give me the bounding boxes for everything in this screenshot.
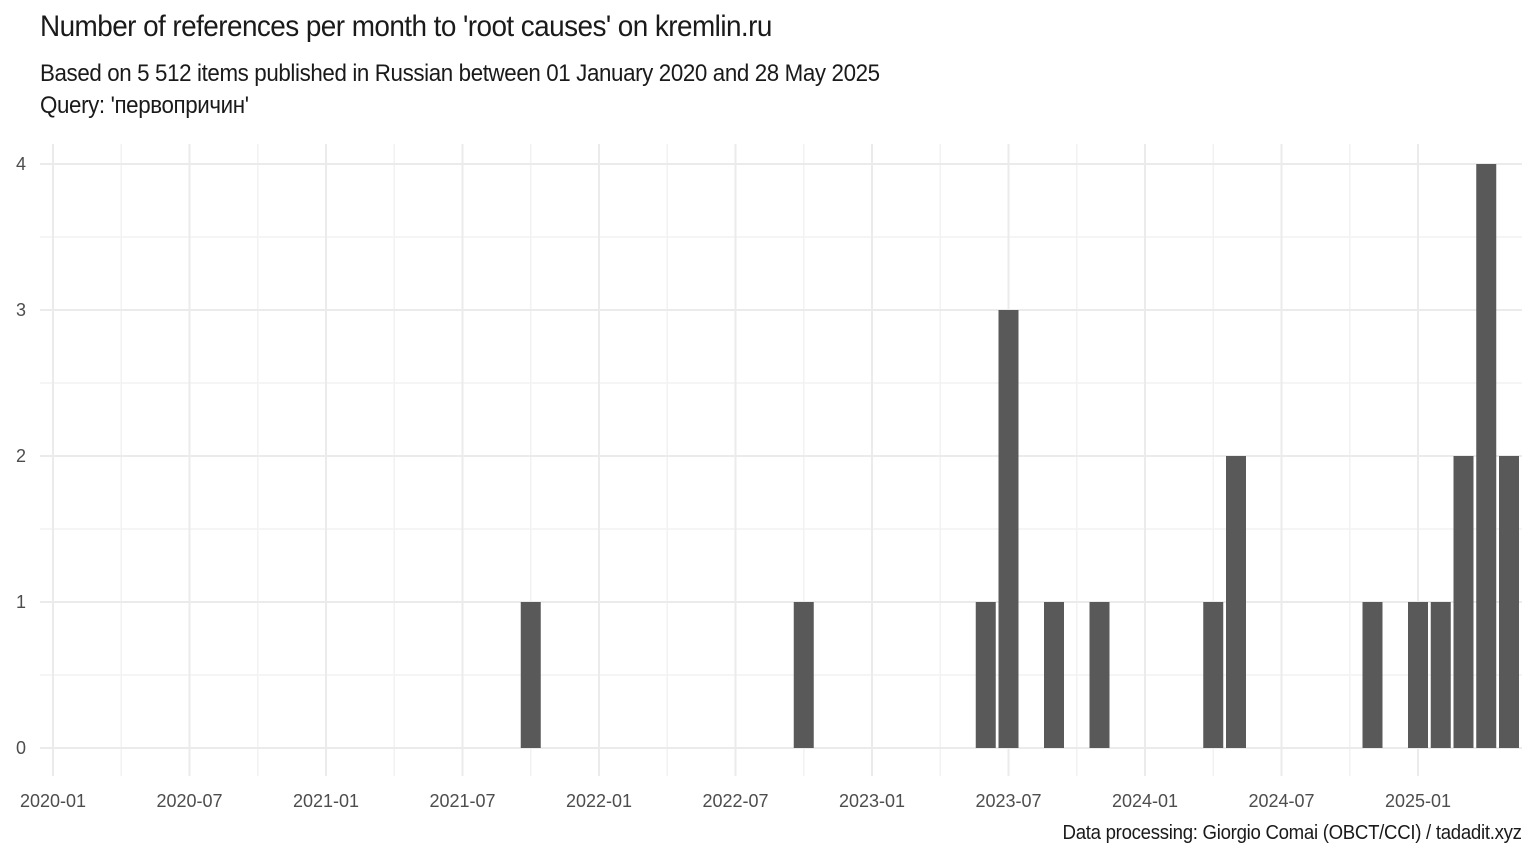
x-tick-label: 2021-01 [293, 791, 359, 811]
x-tick-label: 2020-07 [156, 791, 222, 811]
x-tick-label: 2024-01 [1112, 791, 1178, 811]
subtitle-line-2: Query: 'первопричин' [40, 92, 249, 119]
bar [1476, 164, 1497, 748]
x-tick-label: 2025-01 [1385, 791, 1451, 811]
x-tick-label: 2023-01 [839, 791, 905, 811]
bar [1044, 602, 1064, 748]
subtitle-line-1: Based on 5 512 items published in Russia… [40, 60, 880, 87]
bar [1408, 602, 1428, 748]
bar [1499, 456, 1519, 748]
bar [1362, 602, 1383, 748]
x-tick-label: 2020-01 [20, 791, 86, 811]
y-tick-label: 3 [16, 300, 26, 320]
bar [1226, 456, 1246, 748]
bar [975, 602, 996, 748]
data-source-caption: Data processing: Giorgio Comai (OBCT/CCI… [1062, 822, 1522, 844]
x-tick-label: 2024-07 [1248, 791, 1314, 811]
bar [1430, 602, 1451, 748]
y-axis-tick-labels: 0 1 2 3 4 [16, 154, 26, 758]
chart-subtitle: Based on 5 512 items published in Russia… [40, 58, 880, 122]
bar [998, 310, 1019, 748]
bar [1453, 456, 1474, 748]
x-tick-label: 2021-07 [429, 791, 495, 811]
y-tick-label: 2 [16, 446, 26, 466]
y-tick-label: 4 [16, 154, 26, 174]
bar [1203, 602, 1224, 748]
x-tick-label: 2022-01 [566, 791, 632, 811]
bar [793, 602, 814, 748]
y-tick-label: 1 [16, 592, 26, 612]
x-axis-tick-labels: 2020-01 2020-07 2021-01 2021-07 2022-01 2022-… [20, 791, 1451, 811]
x-tick-label: 2023-07 [975, 791, 1041, 811]
minor-gridlines [40, 144, 1522, 776]
bars [520, 164, 1519, 748]
bar [520, 602, 541, 748]
x-tick-label: 2022-07 [702, 791, 768, 811]
bar [1089, 602, 1110, 748]
y-tick-label: 0 [16, 738, 26, 758]
chart-title: Number of references per month to 'root … [40, 10, 772, 43]
major-gridlines [40, 144, 1522, 776]
